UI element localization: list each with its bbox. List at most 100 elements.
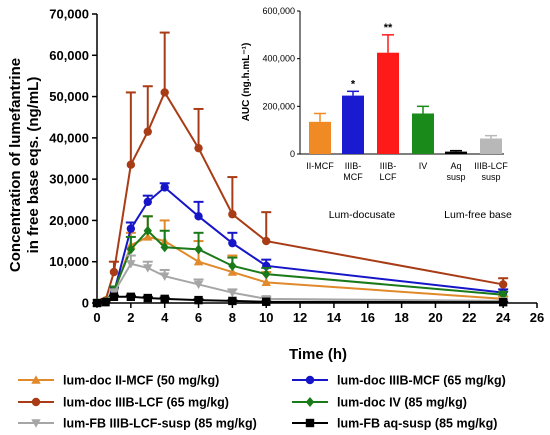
- data-point: [31, 397, 41, 407]
- data-point: [262, 236, 271, 246]
- main-x-ticks: 0 2 4 6 8 10 12 14 16 18 20 22 24 26: [93, 303, 544, 325]
- inset-y-tick-label: 0: [290, 149, 295, 159]
- data-point: [194, 143, 203, 153]
- x-axis-label: Time (h): [289, 346, 347, 363]
- data-point: [31, 375, 41, 384]
- legend-label: lum-doc IIIB-MCF (65 mg/kg): [337, 374, 506, 388]
- data-point: [126, 292, 136, 302]
- inset-category-label: susp: [446, 172, 465, 182]
- inset-category-label: IIIB-: [380, 161, 397, 171]
- data-point: [143, 264, 153, 273]
- data-point: [194, 244, 203, 255]
- inset-category-label: susp: [481, 172, 500, 182]
- legend-item-5: lum-FB aq-susp (85 mg/kg): [292, 417, 497, 431]
- data-point: [160, 88, 169, 97]
- data-point: [160, 242, 169, 253]
- inset-y-axis-label: AUC (ng.h.mL⁻¹): [241, 43, 252, 122]
- inset-category-label: IV: [419, 161, 428, 171]
- legend-item-0: lum-doc II-MCF (50 mg/kg): [18, 374, 219, 388]
- y-tick-label: 50,000: [49, 89, 89, 104]
- x-tick-label: 26: [530, 310, 544, 325]
- legend-item-1: lum-doc IIIB-MCF (65 mg/kg): [292, 374, 506, 388]
- data-point: [194, 295, 203, 305]
- legend-label: lum-doc IV (85 mg/kg): [337, 396, 467, 410]
- legend-label: lum-FB IIIB-LCF-susp (85 mg/kg): [63, 417, 257, 431]
- inset-group-label-docusate: Lum-docusate: [329, 209, 396, 221]
- y-tick-label: 40,000: [49, 130, 89, 145]
- data-point: [101, 297, 110, 307]
- x-tick-label: 18: [394, 310, 408, 325]
- data-point: [143, 197, 152, 207]
- data-point: [109, 292, 119, 302]
- series-5: [92, 292, 509, 308]
- inset-category-label: IIIB-: [345, 161, 362, 171]
- data-point: [92, 298, 102, 308]
- data-point: [498, 297, 508, 307]
- data-point: [305, 375, 315, 385]
- legend: lum-doc II-MCF (50 mg/kg) lum-doc IIIB-MC…: [18, 374, 506, 431]
- inset-bar: [377, 52, 399, 155]
- data-point: [262, 297, 271, 306]
- x-tick-label: 8: [229, 310, 236, 325]
- data-point: [193, 257, 204, 266]
- legend-item-4: lum-FB IIIB-LCF-susp (85 mg/kg): [18, 417, 257, 431]
- y-tick-label: 0: [82, 296, 89, 311]
- x-tick-label: 6: [195, 310, 202, 325]
- data-point: [228, 260, 237, 271]
- legend-item-3: lum-doc IV (85 mg/kg): [292, 396, 467, 410]
- inset-y-tick-label: 200,000: [262, 101, 295, 111]
- x-tick-label: 22: [462, 310, 476, 325]
- x-tick-label: 10: [259, 310, 273, 325]
- data-point: [109, 267, 119, 277]
- data-point: [228, 238, 237, 248]
- data-point: [160, 183, 169, 192]
- data-point: [143, 127, 152, 136]
- inset-category-label: IIIB-LCF: [474, 161, 508, 171]
- y-tick-label: 10,000: [49, 254, 89, 269]
- inset-bar: [412, 113, 434, 154]
- data-point: [305, 418, 315, 428]
- data-point: [498, 280, 508, 289]
- x-tick-label: 4: [161, 310, 169, 325]
- y-tick-label: 30,000: [49, 172, 89, 187]
- series-line: [96, 295, 504, 304]
- y-tick-label: 60,000: [49, 48, 89, 63]
- data-point: [261, 277, 271, 287]
- x-tick-label: 12: [293, 310, 307, 325]
- inset-y-tick-label: 600,000: [262, 6, 295, 16]
- inset-category-label: Aq: [450, 161, 461, 171]
- legend-label: lum-FB aq-susp (85 mg/kg): [337, 417, 497, 431]
- data-point: [228, 296, 237, 306]
- data-point: [262, 269, 271, 280]
- data-point: [160, 294, 169, 304]
- legend-label: lum-doc IIIB-LCF (65 mg/kg): [63, 396, 229, 410]
- data-point: [143, 293, 152, 303]
- data-point: [193, 280, 204, 290]
- inset-bar: [309, 121, 331, 154]
- data-point: [194, 212, 203, 221]
- data-point: [228, 210, 237, 219]
- inset-bars: ***: [309, 22, 502, 155]
- y-tick-label: 70,000: [49, 7, 89, 22]
- x-tick-label: 14: [327, 310, 342, 325]
- data-point: [143, 225, 152, 236]
- x-tick-label: 2: [127, 310, 134, 325]
- data-point: [126, 224, 136, 233]
- inset-category-label: LCF: [379, 172, 397, 182]
- x-tick-label: 24: [496, 310, 511, 325]
- data-point: [143, 232, 153, 241]
- inset-bar: [445, 151, 467, 154]
- x-tick-label: 16: [361, 310, 375, 325]
- inset-bar: [342, 95, 364, 154]
- significance-marker: **: [384, 22, 393, 34]
- series-line: [96, 262, 504, 304]
- data-point: [227, 288, 238, 298]
- inset-y-tick-label: 400,000: [262, 54, 295, 64]
- data-point: [126, 260, 136, 269]
- main-y-ticks: 0 10,000 20,000 30,000 40,000 50,000 60,000 70,…: [49, 7, 97, 311]
- legend-label: lum-doc II-MCF (50 mg/kg): [63, 374, 219, 388]
- y-axis-label-line-2: in free base eqs. (ng/mL): [25, 77, 42, 254]
